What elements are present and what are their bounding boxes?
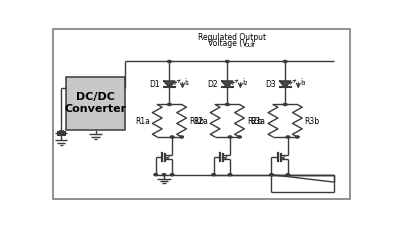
Circle shape	[283, 61, 287, 63]
Text: D3: D3	[265, 80, 276, 89]
Text: Voltage (V: Voltage (V	[208, 39, 247, 48]
Circle shape	[167, 61, 171, 63]
Circle shape	[228, 174, 232, 176]
Circle shape	[228, 136, 232, 138]
Text: R3a: R3a	[251, 117, 266, 126]
Text: +: +	[58, 125, 64, 134]
Polygon shape	[164, 82, 175, 88]
Text: DC/DC
Converter: DC/DC Converter	[64, 92, 127, 113]
Circle shape	[283, 104, 287, 106]
Text: R1b: R1b	[189, 117, 204, 126]
Text: i₃: i₃	[300, 77, 306, 86]
Circle shape	[170, 136, 174, 138]
Circle shape	[238, 136, 241, 138]
Circle shape	[286, 136, 290, 138]
Text: R2b: R2b	[247, 117, 262, 126]
Circle shape	[162, 174, 166, 176]
Text: R2a: R2a	[193, 117, 208, 126]
FancyBboxPatch shape	[66, 78, 125, 130]
FancyBboxPatch shape	[53, 30, 350, 199]
Circle shape	[226, 61, 229, 63]
Circle shape	[167, 104, 171, 106]
Polygon shape	[280, 82, 291, 88]
Text: R3b: R3b	[305, 117, 320, 126]
Circle shape	[226, 104, 229, 106]
Text: ): )	[251, 39, 254, 48]
Text: OUT: OUT	[244, 43, 255, 48]
Circle shape	[170, 174, 174, 176]
Text: i₁: i₁	[185, 77, 190, 86]
Text: D2: D2	[207, 80, 218, 89]
Polygon shape	[222, 82, 233, 88]
Circle shape	[296, 136, 299, 138]
Text: Regulated Output: Regulated Output	[198, 32, 266, 41]
Circle shape	[286, 174, 290, 176]
Text: i₂: i₂	[242, 77, 248, 86]
Circle shape	[212, 174, 215, 176]
Text: R1a: R1a	[135, 117, 150, 126]
Circle shape	[154, 174, 158, 176]
Circle shape	[180, 136, 184, 138]
Circle shape	[270, 174, 273, 176]
Text: D1: D1	[149, 80, 160, 89]
